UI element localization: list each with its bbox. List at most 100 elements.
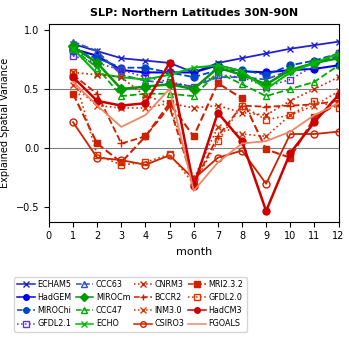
- INM3.0: [312, 104, 317, 108]
- CNRM3: [336, 75, 341, 79]
- BCCR2: [119, 142, 124, 146]
- FGOALS: [336, 101, 341, 105]
- HadGEM: [71, 47, 75, 51]
- HadGEM: [192, 70, 196, 74]
- HadGEM: [312, 67, 317, 71]
- HadCM3: [192, 184, 196, 188]
- HadCM3: [143, 101, 148, 105]
- ECHAM5: [143, 59, 148, 63]
- Line: MIROChi: MIROChi: [69, 48, 342, 80]
- GFDL2.1: [168, 80, 172, 84]
- GFDL2.1: [288, 77, 292, 81]
- CCC63: [264, 77, 268, 81]
- CCC63: [168, 81, 172, 85]
- FGOALS: [240, 142, 244, 146]
- HadCM3: [312, 120, 317, 124]
- FGOALS: [143, 113, 148, 117]
- MIROChi: [71, 49, 75, 53]
- Line: ECHAM5: ECHAM5: [69, 38, 342, 76]
- FGOALS: [168, 87, 172, 91]
- MRI2.3.2: [119, 160, 124, 164]
- HadGEM: [216, 63, 220, 68]
- CSIRO3: [95, 155, 99, 160]
- HadCM3: [216, 110, 220, 115]
- CSIRO3: [336, 130, 341, 134]
- CCC47: [168, 92, 172, 96]
- ECHO: [336, 51, 341, 56]
- Line: FGOALS: FGOALS: [73, 82, 339, 191]
- MIROCm: [216, 66, 220, 70]
- GFDL2.1: [216, 73, 220, 77]
- CNRM3: [71, 70, 75, 74]
- BCCR2: [143, 134, 148, 138]
- BCCR2: [240, 104, 244, 108]
- Line: MRI2.3.2: MRI2.3.2: [69, 79, 342, 166]
- FGOALS: [119, 125, 124, 129]
- ECHO: [95, 72, 99, 76]
- GFDL2.1: [312, 63, 317, 68]
- INM3.0: [192, 177, 196, 181]
- CCC63: [95, 49, 99, 53]
- FGOALS: [216, 160, 220, 164]
- MIROChi: [216, 68, 220, 72]
- CCC47: [240, 82, 244, 86]
- X-axis label: month: month: [176, 247, 212, 257]
- CCC63: [192, 85, 196, 89]
- CSIRO3: [143, 163, 148, 167]
- HadCM3: [240, 139, 244, 143]
- GFDL2.0: [168, 152, 172, 156]
- HadCM3: [264, 209, 268, 213]
- MIROCm: [312, 61, 317, 65]
- MIROChi: [240, 68, 244, 72]
- FGOALS: [288, 130, 292, 134]
- Legend: ECHAM5, HadGEM, MIROChi, GFDL2.1, CCC63, MIROCm, CCC47, ECHO, CNRM3, BCCR2, INM3: ECHAM5, HadGEM, MIROChi, GFDL2.1, CCC63,…: [14, 277, 247, 331]
- CSIRO3: [216, 155, 220, 160]
- BCCR2: [71, 73, 75, 77]
- MIROChi: [336, 51, 341, 56]
- MIROCm: [143, 85, 148, 89]
- MRI2.3.2: [168, 101, 172, 105]
- HadGEM: [119, 68, 124, 72]
- HadGEM: [168, 70, 172, 74]
- MIROChi: [264, 73, 268, 77]
- BCCR2: [264, 105, 268, 109]
- MRI2.3.2: [312, 115, 317, 119]
- ECHAM5: [288, 47, 292, 51]
- Line: HadGEM: HadGEM: [69, 45, 342, 76]
- FGOALS: [192, 189, 196, 193]
- CCC47: [95, 66, 99, 70]
- GFDL2.0: [95, 153, 99, 158]
- CCC47: [192, 94, 196, 98]
- CSIRO3: [264, 182, 268, 186]
- ECHO: [168, 73, 172, 77]
- Title: SLP: Northern Latitudes 30N-90N: SLP: Northern Latitudes 30N-90N: [90, 8, 298, 17]
- HadCM3: [288, 151, 292, 155]
- CCC63: [143, 79, 148, 83]
- GFDL2.1: [71, 54, 75, 58]
- Line: MIROCm: MIROCm: [69, 43, 342, 92]
- GFDL2.1: [143, 75, 148, 79]
- ECHO: [192, 66, 196, 70]
- Line: ECHO: ECHO: [69, 45, 342, 92]
- GFDL2.1: [192, 85, 196, 89]
- MIROCm: [119, 87, 124, 91]
- Line: INM3.0: INM3.0: [69, 82, 342, 182]
- Line: CCC63: CCC63: [69, 38, 342, 90]
- ECHO: [216, 63, 220, 68]
- MIROCm: [264, 82, 268, 86]
- MRI2.3.2: [95, 142, 99, 146]
- CSIRO3: [288, 132, 292, 136]
- CCC63: [312, 61, 317, 65]
- GFDL2.0: [216, 139, 220, 143]
- BCCR2: [288, 104, 292, 108]
- GFDL2.1: [95, 61, 99, 65]
- INM3.0: [288, 113, 292, 117]
- MIROCm: [168, 82, 172, 86]
- FGOALS: [312, 113, 317, 117]
- BCCR2: [168, 105, 172, 109]
- CNRM3: [264, 113, 268, 117]
- HadCM3: [119, 104, 124, 108]
- BCCR2: [312, 102, 317, 106]
- ECHAM5: [119, 56, 124, 60]
- MRI2.3.2: [288, 155, 292, 160]
